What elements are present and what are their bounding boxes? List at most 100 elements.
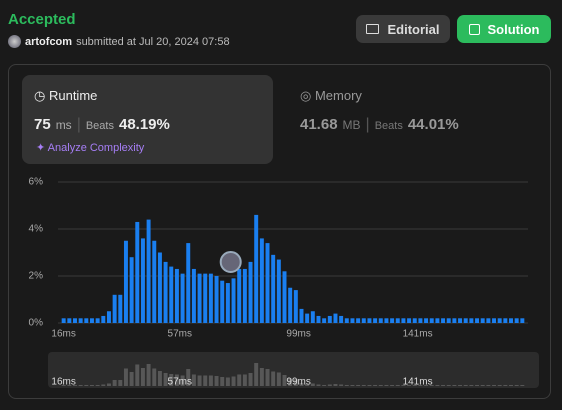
bar	[435, 318, 440, 323]
bar	[316, 315, 321, 323]
user[interactable]: artofcom	[25, 35, 73, 48]
overview-bar	[480, 385, 485, 386]
bar	[350, 318, 355, 323]
runtime-stats: 75 ms | Beats 48.19%	[34, 116, 170, 133]
overview-bar	[254, 363, 259, 386]
bar	[237, 268, 242, 323]
bar	[276, 259, 281, 323]
overview-bar	[367, 385, 372, 386]
bar	[339, 315, 344, 323]
bar	[186, 243, 191, 323]
beats-label: Beats	[85, 120, 114, 132]
bar	[89, 318, 94, 323]
overview-bar	[446, 385, 451, 386]
solution-button[interactable]: Solution	[457, 15, 551, 43]
overview-bar	[407, 385, 412, 386]
runtime-box[interactable]	[22, 75, 273, 164]
bar	[395, 318, 400, 323]
bar	[67, 318, 72, 323]
overview-bar	[73, 385, 77, 386]
overview-bar	[486, 385, 491, 386]
bar	[112, 294, 117, 323]
overview-bar	[452, 385, 457, 386]
overview-bar	[259, 368, 264, 386]
overview-bar	[220, 377, 225, 386]
overview-bar	[441, 385, 446, 386]
overview-bar	[146, 364, 151, 386]
bar	[452, 318, 457, 323]
overview-bar	[265, 369, 270, 386]
bar	[344, 318, 349, 323]
overview-bar	[282, 375, 287, 386]
overview-bar	[140, 368, 145, 386]
bar	[73, 318, 77, 323]
overview-bar	[503, 385, 508, 386]
bar	[322, 318, 327, 323]
overview-bar	[497, 385, 502, 386]
overview-bar	[180, 375, 185, 386]
bar	[373, 318, 378, 323]
overview-bar	[429, 385, 434, 386]
bar	[503, 318, 508, 323]
x-tick-label: 16ms	[51, 329, 75, 340]
bar	[118, 294, 123, 323]
bar	[293, 290, 298, 323]
bar	[446, 318, 451, 323]
bar	[242, 268, 247, 323]
bar	[497, 318, 502, 323]
memory-stats: 41.68 MB | Beats 44.01%	[300, 116, 459, 133]
overview-bar	[271, 371, 276, 386]
overview-bar	[469, 385, 474, 386]
overview-bar	[520, 385, 525, 386]
runtime-label: ◷ Runtime	[34, 88, 98, 103]
bar	[214, 276, 219, 323]
status: Accepted	[8, 11, 76, 28]
memory-value: 41.68	[300, 116, 338, 133]
overview-bar	[61, 385, 66, 386]
runtime-label-text: Runtime	[48, 88, 98, 103]
memory-label-text: Memory	[314, 88, 362, 103]
bar	[259, 238, 264, 323]
bar	[310, 311, 315, 323]
overview-bar	[378, 385, 383, 386]
overview-tick-label: 99ms	[286, 377, 310, 388]
bar	[378, 318, 383, 323]
overview-bar	[514, 385, 519, 386]
overview-bar	[157, 371, 162, 386]
bar	[129, 257, 134, 323]
overview-bar	[395, 385, 400, 386]
overview-bar	[78, 385, 83, 386]
bar	[220, 280, 225, 323]
card	[8, 64, 551, 399]
analyze-link[interactable]: ✦ Analyze Complexity	[36, 142, 145, 154]
overview-bar	[293, 379, 298, 386]
overview-bar	[89, 385, 94, 386]
overview-tick-label: 141ms	[403, 377, 433, 388]
bar	[282, 271, 287, 323]
overview-bar	[248, 373, 253, 386]
bar	[197, 273, 202, 323]
overview-bar	[356, 385, 361, 386]
editorial-label: Editorial	[387, 21, 440, 37]
overview-bar	[129, 372, 134, 386]
bar	[146, 219, 151, 323]
bar	[135, 221, 140, 323]
overview-bar	[197, 375, 202, 386]
overview-bar	[390, 385, 395, 386]
bar	[520, 318, 525, 323]
bar	[169, 266, 174, 323]
overview-bar	[112, 380, 117, 386]
overview-bar	[435, 385, 440, 386]
bar	[305, 313, 310, 323]
overview-bar	[401, 385, 406, 386]
overview-bar	[123, 368, 128, 386]
overview-bar	[231, 376, 236, 386]
bar	[254, 214, 259, 323]
memory-label[interactable]: ◎ Memory	[300, 88, 362, 103]
overview-bar	[214, 376, 219, 386]
bar	[441, 318, 446, 323]
editorial-button[interactable]: Editorial	[356, 15, 450, 43]
bar	[191, 268, 196, 323]
y-tick-label: 6%	[29, 177, 44, 188]
bar	[367, 318, 372, 323]
